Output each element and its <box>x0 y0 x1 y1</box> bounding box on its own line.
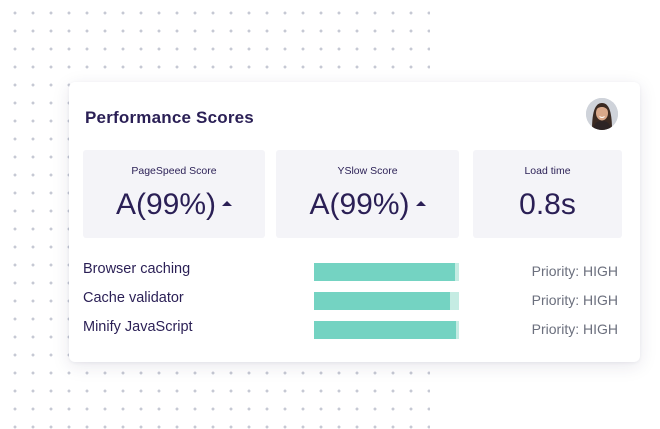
pagespeed-score-value: A(99%) <box>83 188 265 222</box>
progress-bar <box>314 263 459 281</box>
progress-bar-fill <box>314 263 455 281</box>
recommendation-row[interactable]: Minify JavaScript Priority: HIGH <box>69 316 640 340</box>
progress-bar <box>314 321 459 339</box>
yslow-score-value: A(99%) <box>276 188 459 222</box>
recommendation-label: Minify JavaScript <box>83 319 193 335</box>
yslow-score-box: YSlow Score A(99%) <box>276 150 459 238</box>
performance-scores-card: Performance Scores PageSpeed Score A(99%… <box>69 82 640 362</box>
caret-up-icon <box>415 200 426 206</box>
load-time-box: Load time 0.8s <box>473 150 622 238</box>
load-time-value: 0.8s <box>519 188 576 221</box>
yslow-score-label: YSlow Score <box>337 165 398 177</box>
recommendation-label: Browser caching <box>83 261 191 277</box>
progress-bar-fill <box>314 321 457 339</box>
recommendation-row[interactable]: Browser caching Priority: HIGH <box>69 258 640 282</box>
priority-text: Priority: HIGH <box>531 292 618 308</box>
pagespeed-score-label: PageSpeed Score <box>131 165 217 177</box>
priority-text: Priority: HIGH <box>531 321 618 337</box>
progress-bar <box>314 292 459 310</box>
pagespeed-score-box: PageSpeed Score A(99%) <box>83 150 265 238</box>
recommendation-label: Cache validator <box>83 290 184 306</box>
pagespeed-score-text: A(99%) <box>115 188 217 221</box>
user-avatar[interactable] <box>586 98 618 130</box>
card-title: Performance Scores <box>85 108 254 127</box>
recommendation-row[interactable]: Cache validator Priority: HIGH <box>69 287 640 311</box>
avatar-icon <box>586 98 618 130</box>
load-time-label: Load time <box>524 165 571 177</box>
progress-bar-fill <box>314 292 451 310</box>
priority-text: Priority: HIGH <box>531 263 618 279</box>
caret-up-icon <box>222 200 233 206</box>
yslow-score-text: A(99%) <box>309 188 410 221</box>
